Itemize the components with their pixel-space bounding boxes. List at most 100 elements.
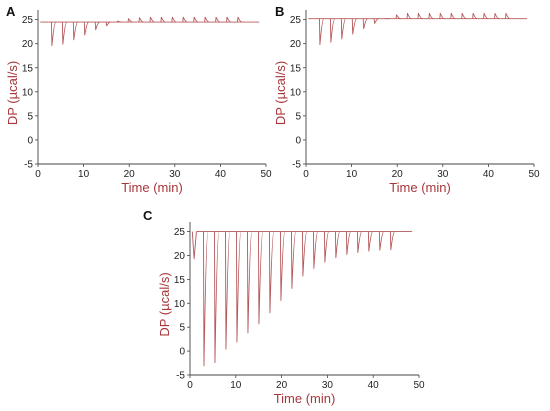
- injection-peak: [203, 231, 209, 367]
- y-tick-label: 0: [27, 135, 33, 146]
- injection-peak: [61, 21, 68, 45]
- injection-peak: [373, 18, 379, 24]
- x-tick-label: 30: [322, 380, 334, 391]
- injection-peak: [171, 16, 177, 23]
- y-tick-label: 5: [179, 323, 185, 334]
- injection-peak: [345, 231, 352, 255]
- panel-letter: A: [6, 4, 16, 19]
- y-tick-label: -5: [176, 371, 185, 382]
- injection-peak: [472, 12, 478, 20]
- injection-peak: [461, 12, 467, 20]
- injection-peak: [72, 21, 78, 41]
- injection-peak: [319, 18, 325, 46]
- injection-peak: [247, 231, 253, 334]
- injection-peak: [236, 231, 242, 343]
- x-tick-label: 40: [215, 169, 227, 180]
- injection-peak: [94, 21, 100, 31]
- y-tick-label: 15: [290, 63, 302, 74]
- x-tick-label: 10: [346, 169, 358, 180]
- injection-peak: [193, 16, 199, 23]
- x-tick-label: 10: [78, 169, 90, 180]
- x-axis-title: Time (min): [389, 180, 451, 195]
- injection-peak: [182, 16, 188, 23]
- x-tick-label: 30: [437, 169, 449, 180]
- x-tick-label: 20: [392, 169, 404, 180]
- y-tick-label: 10: [290, 87, 302, 98]
- injection-peak: [160, 16, 166, 23]
- y-axis-title: DP (µcal/s): [273, 61, 288, 125]
- injection-peak: [290, 231, 297, 289]
- injection-peak: [483, 12, 489, 20]
- y-tick-label: 25: [290, 15, 302, 26]
- injection-peak: [378, 231, 384, 251]
- x-tick-label: 50: [528, 169, 540, 180]
- injection-peak: [138, 17, 144, 23]
- pre-injection-peak: [191, 231, 197, 260]
- x-tick-label: 50: [260, 169, 272, 180]
- panel-letter: B: [275, 4, 284, 19]
- injection-peak: [362, 18, 368, 30]
- x-axis-title: Time (min): [121, 180, 183, 195]
- y-tick-label: 20: [174, 251, 186, 262]
- injection-peak: [215, 16, 221, 23]
- y-tick-label: -5: [292, 160, 301, 171]
- injection-peak: [340, 18, 347, 40]
- injection-peak: [204, 16, 210, 23]
- panel-letter: C: [143, 208, 153, 223]
- injection-peak: [406, 12, 412, 20]
- y-tick-label: 25: [174, 227, 186, 238]
- y-tick-label: 10: [174, 299, 186, 310]
- injection-peak: [367, 231, 374, 252]
- injection-peak: [334, 231, 341, 259]
- x-tick-label: 40: [483, 169, 495, 180]
- y-tick-label: 0: [179, 347, 185, 358]
- injection-peak: [356, 231, 363, 254]
- injection-peak: [258, 231, 264, 325]
- y-tick-label: 0: [295, 135, 301, 146]
- injection-peak: [225, 231, 231, 350]
- injection-peak: [450, 12, 456, 20]
- injection-peak: [323, 231, 330, 263]
- injection-peak: [226, 16, 231, 23]
- injection-peak: [269, 231, 275, 314]
- injection-peak: [505, 12, 510, 20]
- injection-peak: [51, 21, 57, 47]
- x-tick-label: 30: [169, 169, 181, 180]
- x-tick-label: 40: [368, 380, 380, 391]
- injection-peak: [237, 16, 242, 23]
- injection-peak: [149, 16, 155, 23]
- injection-peak: [494, 12, 499, 20]
- x-tick-label: 10: [230, 380, 242, 391]
- injection-peak: [83, 21, 89, 36]
- y-tick-label: 15: [174, 275, 186, 286]
- injection-peak: [389, 231, 395, 251]
- injection-peak: [105, 21, 111, 27]
- injection-peak: [395, 14, 401, 20]
- injection-peak: [116, 20, 122, 23]
- y-axis-title: DP (µcal/s): [5, 61, 20, 125]
- y-tick-label: -5: [24, 160, 33, 171]
- injection-peak: [417, 12, 423, 20]
- y-tick-label: 20: [22, 39, 34, 50]
- x-axis-title: Time (min): [274, 391, 336, 406]
- x-tick-label: 50: [413, 380, 425, 391]
- x-tick-label: 0: [303, 169, 309, 180]
- x-tick-label: 20: [276, 380, 288, 391]
- injection-peak: [351, 18, 357, 35]
- y-tick-label: 15: [22, 63, 34, 74]
- injection-peak: [312, 231, 319, 269]
- injection-peak: [439, 12, 445, 20]
- injection-peak: [214, 231, 220, 364]
- y-tick-label: 20: [290, 39, 302, 50]
- injection-peak: [280, 231, 286, 301]
- x-tick-label: 0: [187, 380, 193, 391]
- y-tick-label: 5: [27, 111, 33, 122]
- injection-peak: [127, 18, 133, 23]
- injection-peak: [329, 18, 336, 43]
- injection-peak: [301, 231, 308, 277]
- injection-peak: [428, 12, 434, 20]
